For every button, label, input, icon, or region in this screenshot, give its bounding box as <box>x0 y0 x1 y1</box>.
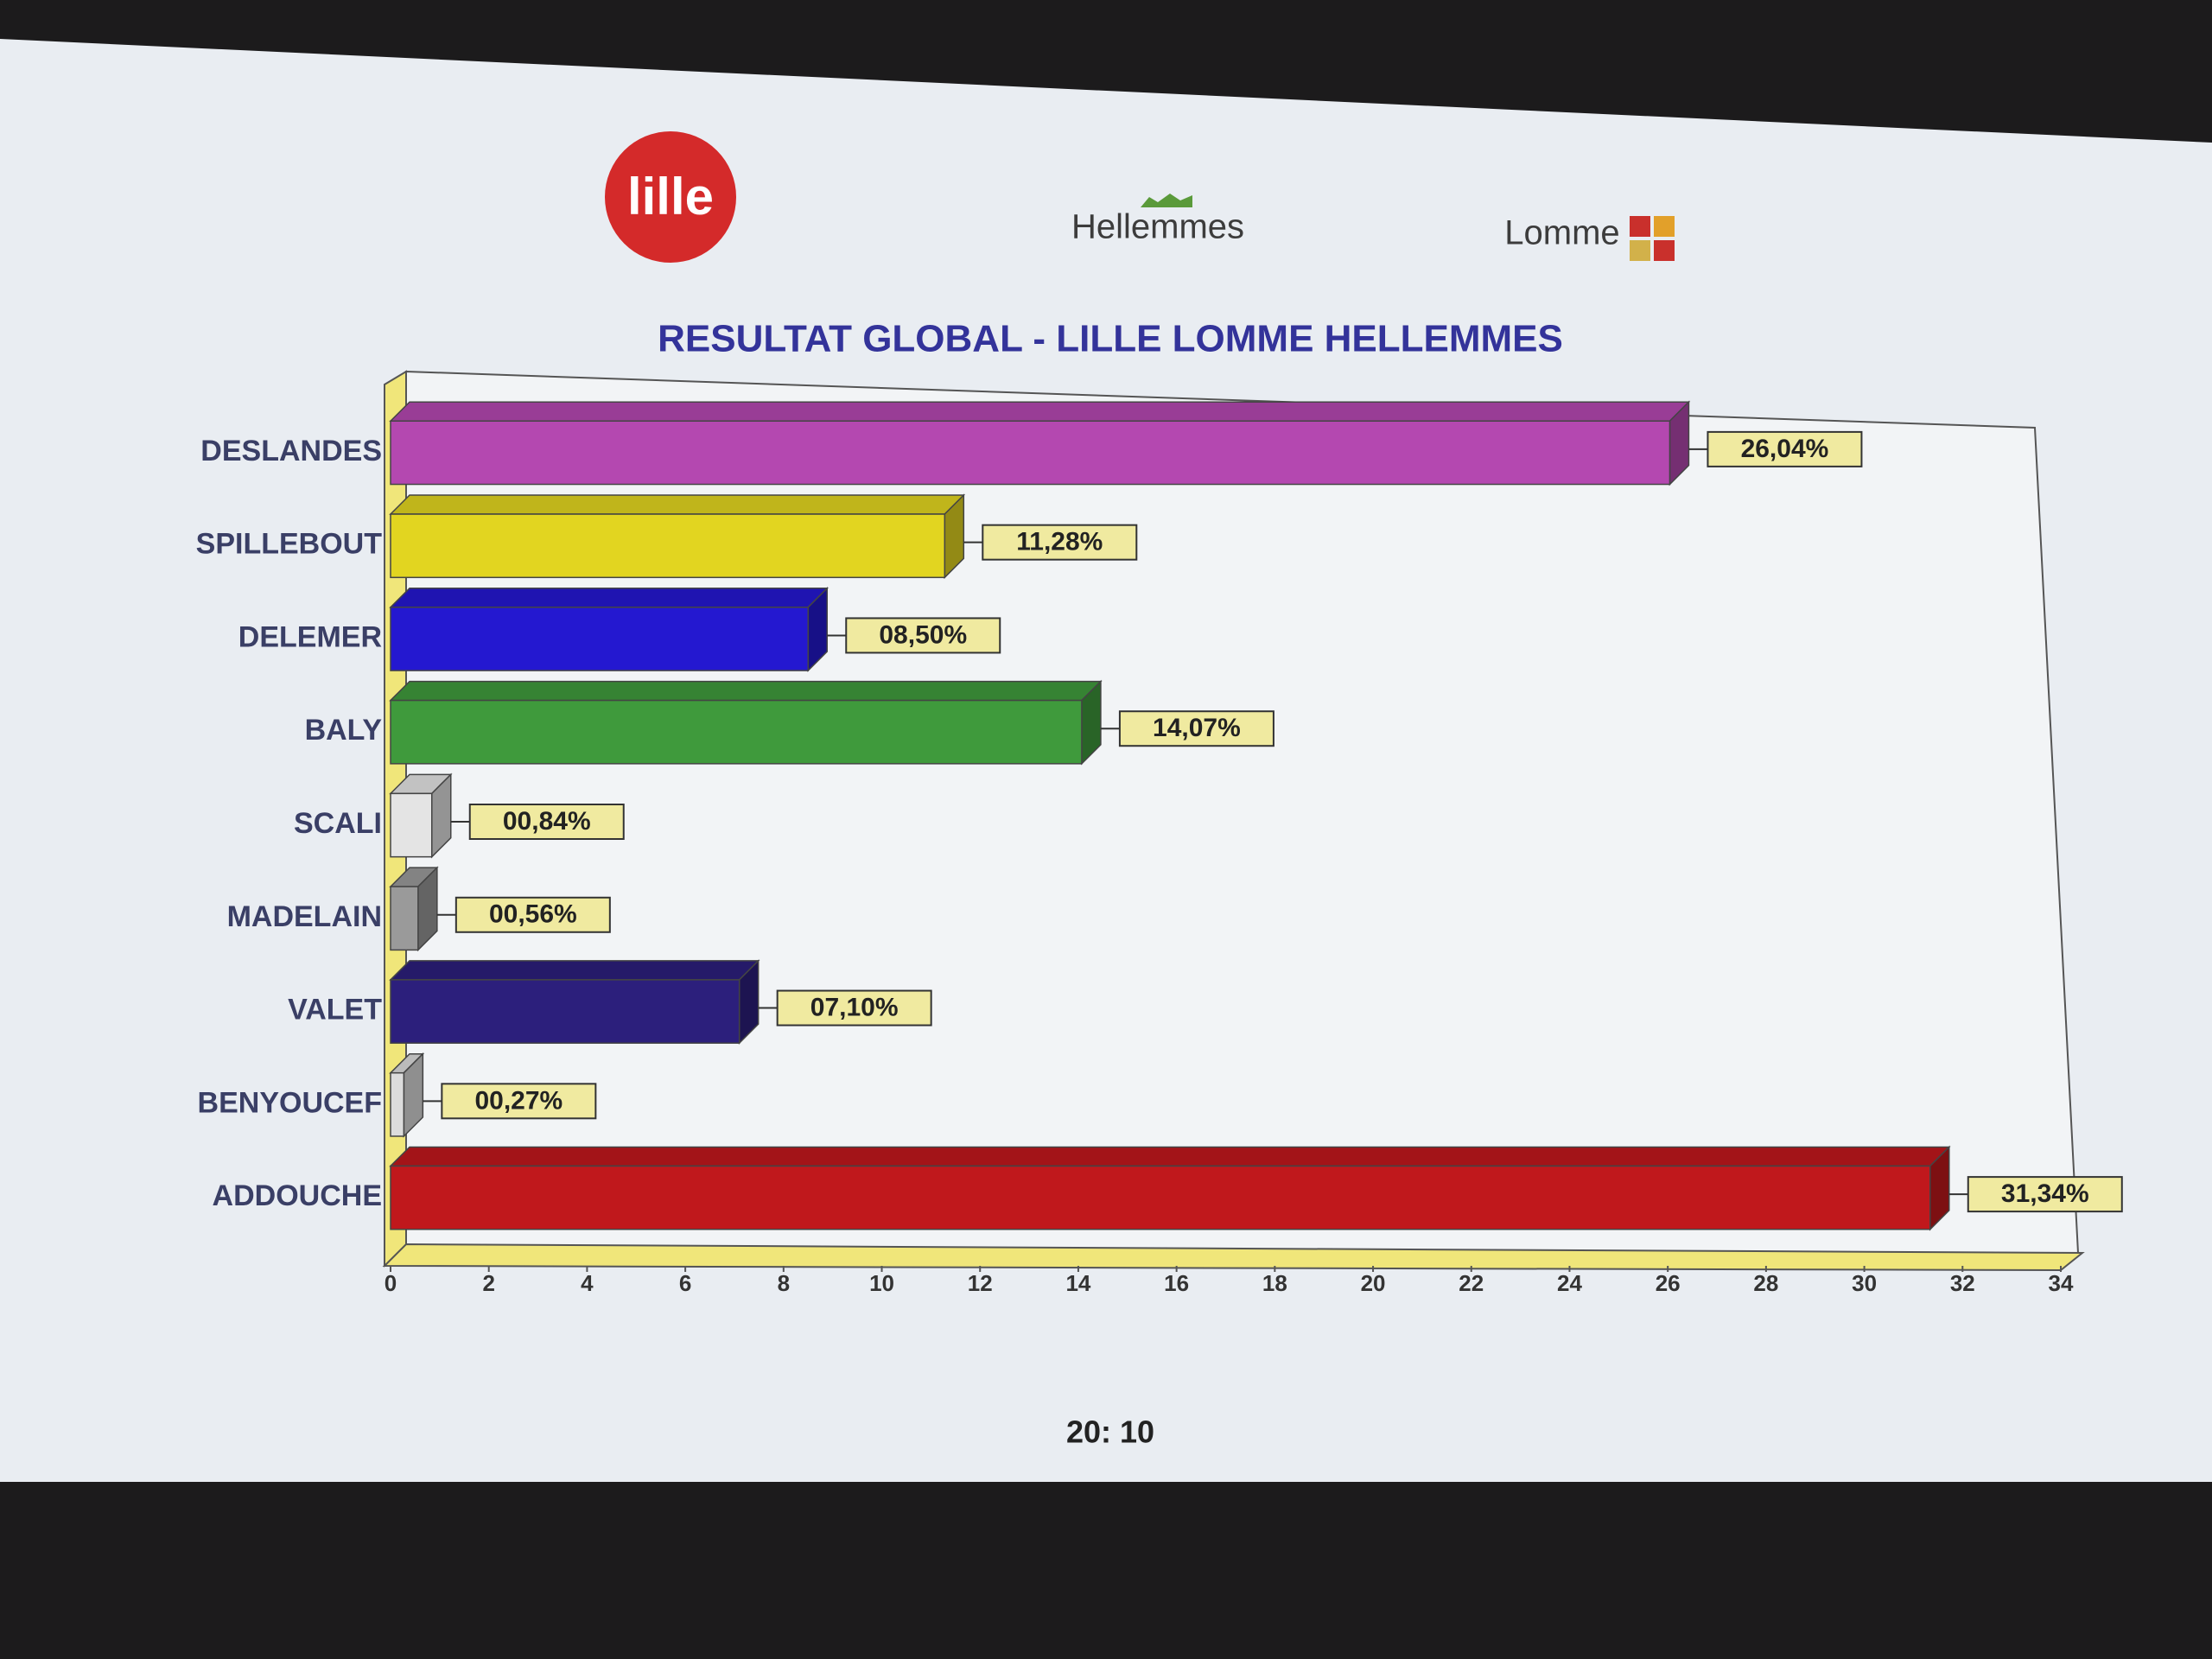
value-label-box <box>1707 430 1863 467</box>
value-label-box <box>982 524 1138 561</box>
logo-text: Lomme <box>1504 214 1619 252</box>
clock-time: 20: 10 <box>1066 1414 1154 1450</box>
value-label: 14,07% <box>1153 714 1241 742</box>
y-tick-label: BENYOUCEF <box>198 1086 382 1119</box>
value-label-box <box>441 1083 597 1120</box>
value-label: 08,50% <box>879 620 967 649</box>
logo-text: lille <box>627 168 714 226</box>
y-tick-label: DESLANDES <box>200 435 382 467</box>
y-tick-label: DELEMER <box>238 620 382 653</box>
x-tick-label: 24 <box>1557 1270 1582 1296</box>
value-label: 31,34% <box>2001 1179 2089 1208</box>
x-tick-label: 22 <box>1459 1270 1484 1296</box>
x-tick-label: 20 <box>1361 1270 1386 1296</box>
x-tick-label: 34 <box>2049 1270 2074 1296</box>
x-tick-label: 26 <box>1656 1270 1681 1296</box>
value-label: 26,04% <box>1741 435 1829 463</box>
x-tick-label: 28 <box>1753 1270 1778 1296</box>
chart-title: RESULTAT GLOBAL - LILLE LOMME HELLEMMES <box>658 318 1563 360</box>
y-tick-label: MADELAIN <box>227 900 382 933</box>
x-tick-label: 32 <box>1950 1270 1975 1296</box>
hellemmes-logo-skyline <box>1141 194 1192 207</box>
value-label-box <box>776 989 932 1027</box>
y-tick-label: SPILLEBOUT <box>196 528 383 561</box>
bar <box>390 979 741 1044</box>
value-label-box <box>468 804 625 840</box>
bar <box>390 886 419 951</box>
logo-text: Hellemmes <box>1071 208 1244 246</box>
x-tick-label: 0 <box>385 1270 397 1296</box>
x-tick-label: 6 <box>679 1270 691 1296</box>
bar <box>390 792 433 858</box>
x-tick-label: 16 <box>1164 1270 1189 1296</box>
bar <box>390 607 809 671</box>
bar-top-face <box>389 401 1691 422</box>
value-label: 00,84% <box>503 807 591 836</box>
value-label-box <box>454 896 611 933</box>
x-tick-label: 10 <box>869 1270 894 1296</box>
bar-top-face <box>389 494 966 515</box>
value-label-box <box>1967 1176 2123 1213</box>
y-tick-label: BALY <box>305 714 383 747</box>
value-label: 00,56% <box>489 900 577 929</box>
value-label: 11,28% <box>1016 528 1103 556</box>
value-label: 07,10% <box>810 993 899 1021</box>
bar <box>390 699 1083 765</box>
x-tick-label: 30 <box>1852 1270 1877 1296</box>
plot-floor <box>382 1243 2085 1272</box>
x-tick-label: 18 <box>1262 1270 1287 1296</box>
bar-top-face <box>389 680 1103 702</box>
x-tick-label: 14 <box>1065 1270 1090 1296</box>
y-tick-label: SCALI <box>294 807 382 840</box>
lille-logo <box>605 131 736 263</box>
bar <box>390 1071 405 1137</box>
value-label-box <box>1118 710 1274 747</box>
y-tick-label: VALET <box>288 994 382 1027</box>
bar-top-face <box>389 588 830 608</box>
bar <box>390 1165 1931 1230</box>
x-tick-label: 2 <box>482 1270 494 1296</box>
bar-top-face <box>389 1146 1951 1167</box>
x-tick-label: 8 <box>778 1270 790 1296</box>
bar <box>390 420 1671 486</box>
x-tick-label: 12 <box>968 1270 993 1296</box>
y-tick-label: ADDOUCHE <box>213 1179 382 1212</box>
bar <box>390 513 946 579</box>
lomme-logo <box>1630 216 1675 261</box>
value-label: 00,27% <box>474 1086 563 1115</box>
x-tick-label: 4 <box>581 1270 594 1296</box>
bar-top-face <box>389 960 760 981</box>
value-label-box <box>845 617 1001 654</box>
